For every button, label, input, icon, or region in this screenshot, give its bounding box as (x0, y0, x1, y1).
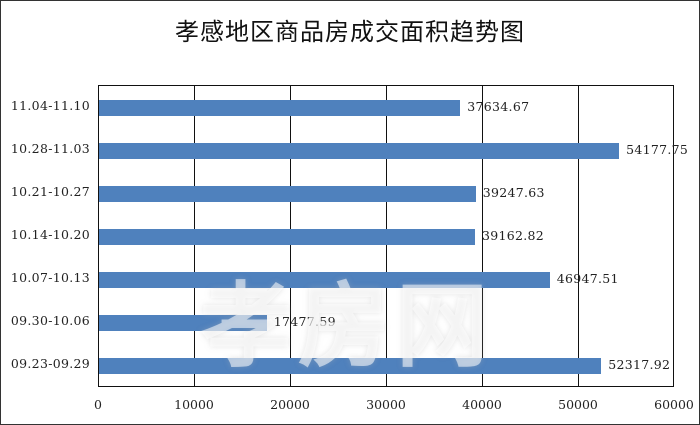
value-label: 52317.92 (608, 357, 671, 373)
category-label: 10.21-10.27 (10, 183, 90, 199)
x-tick-label: 50000 (558, 397, 598, 412)
x-tick-label: 30000 (366, 397, 406, 412)
category-label: 10.14-10.20 (10, 227, 90, 242)
x-tick-label: 40000 (462, 397, 502, 412)
value-label: 54177.75 (626, 141, 689, 157)
category-label: 09.23-09.29 (10, 356, 90, 372)
value-label: 39247.63 (482, 184, 545, 200)
x-tick-label: 60000 (654, 397, 694, 412)
value-label: 17477.59 (273, 314, 336, 330)
value-label: 46947.51 (556, 271, 619, 287)
bar (99, 185, 476, 202)
gridline (482, 86, 483, 386)
chart-title: 孝感地区商品房成交面积趋势图 (175, 18, 525, 46)
category-label: 09.30-10.06 (10, 313, 90, 329)
value-label: 37634.67 (467, 98, 530, 114)
bar (99, 99, 461, 116)
bar (99, 272, 550, 289)
bar (99, 142, 620, 159)
bar (99, 358, 602, 375)
gridline (578, 86, 579, 386)
x-tick-label: 10000 (174, 397, 214, 412)
bar (99, 229, 475, 245)
category-label: 10.28-11.03 (10, 140, 90, 156)
bar (99, 315, 267, 332)
value-label: 39162.82 (481, 228, 544, 243)
category-label: 10.07-10.13 (10, 270, 90, 286)
category-label: 11.04-11.10 (10, 97, 90, 113)
plot-area: 37634.67 54177.75 39247.63 39162.82 46947.51… (98, 85, 688, 387)
x-tick-label: 0 (94, 397, 102, 412)
x-tick-label: 20000 (270, 397, 310, 412)
